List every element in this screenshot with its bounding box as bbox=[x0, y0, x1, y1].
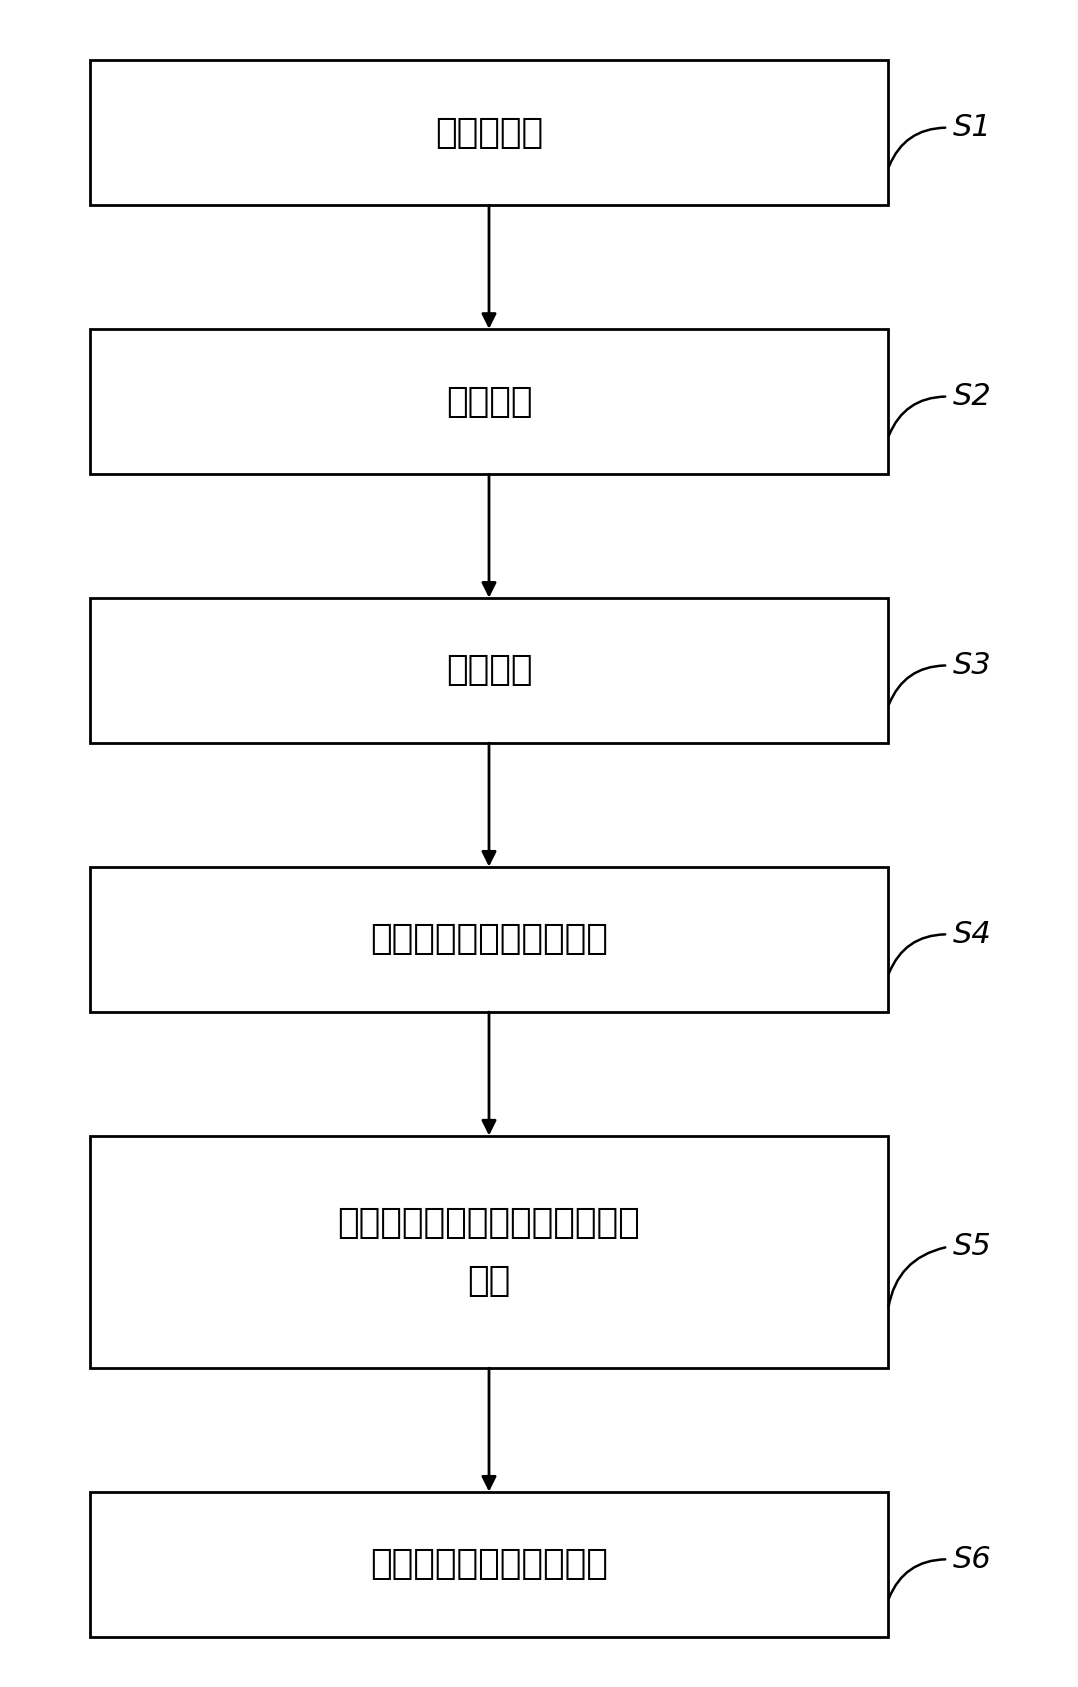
Text: 对线路板进行对位、曝光及显影: 对线路板进行对位、曝光及显影 bbox=[337, 1206, 640, 1240]
Bar bbox=[89, 329, 888, 474]
Text: 阻焊前处理: 阻焊前处理 bbox=[434, 116, 543, 150]
Bar bbox=[89, 1135, 888, 1368]
Text: 对线路板进行终固化处理: 对线路板进行终固化处理 bbox=[370, 1547, 608, 1581]
Bar bbox=[89, 1491, 888, 1636]
Text: S1: S1 bbox=[953, 113, 992, 142]
Text: S2: S2 bbox=[953, 381, 992, 412]
Bar bbox=[89, 61, 888, 206]
Text: 烘板处理: 烘板处理 bbox=[445, 385, 533, 418]
Text: S5: S5 bbox=[953, 1232, 992, 1262]
Text: S3: S3 bbox=[953, 651, 992, 680]
Bar bbox=[89, 597, 888, 744]
Text: 阻焊塞孔: 阻焊塞孔 bbox=[445, 653, 533, 687]
Text: S6: S6 bbox=[953, 1545, 992, 1574]
Text: 处理: 处理 bbox=[468, 1264, 511, 1297]
Text: S4: S4 bbox=[953, 919, 992, 948]
Text: 在线路板上印刷阻焊油墨: 在线路板上印刷阻焊油墨 bbox=[370, 923, 608, 957]
Bar bbox=[89, 867, 888, 1012]
